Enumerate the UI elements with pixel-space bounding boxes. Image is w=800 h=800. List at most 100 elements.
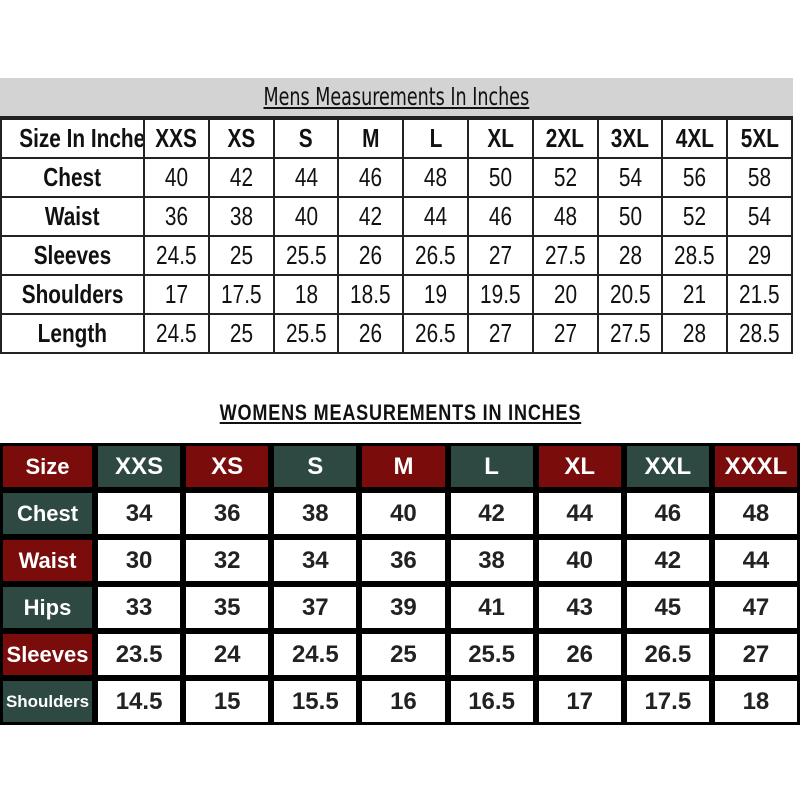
size-header: 2XL (531, 118, 599, 159)
measurement-cell: 24.5 (143, 313, 210, 354)
measurement-cell: 46 (337, 157, 405, 198)
table-row: Chest 40 42 44 46 48 50 52 54 56 58 (0, 157, 793, 198)
womens-size-chart: Size XXS XS S M L XL XXL XXXL Chest 34 36 38 40 42 44 46… (0, 443, 800, 725)
measurement-cell: 54 (596, 157, 664, 198)
measurement-cell: 48 (402, 157, 469, 198)
measurement-cell: 37 (271, 584, 360, 631)
mens-chart-title: Mens Measurements In Inches (0, 78, 793, 118)
womens-chart-title: WOMENS MEASUREMENTS IN INCHES (219, 400, 581, 425)
measurement-cell: 17.5 (623, 678, 712, 725)
measurement-cell: 46 (623, 490, 712, 537)
measurement-cell: 41 (447, 584, 536, 631)
measurement-cell: 44 (711, 537, 800, 584)
measurement-cell: 26.5 (402, 235, 469, 276)
measurement-cell: 20.5 (596, 274, 664, 315)
measurement-cell: 23.5 (95, 631, 184, 678)
measurement-cell: 28 (596, 235, 664, 276)
size-header: S (271, 443, 360, 490)
row-label: Sleeves (0, 235, 145, 276)
table-row: Chest 34 36 38 40 42 44 46 48 (0, 490, 800, 537)
measurement-cell: 52 (661, 196, 729, 237)
measurement-cell: 33 (95, 584, 184, 631)
measurement-cell: 40 (272, 196, 340, 237)
measurement-cell: 28 (661, 313, 729, 354)
row-label: Length (0, 313, 145, 354)
measurement-cell: 24.5 (143, 235, 210, 276)
table-row: Sleeves 24.5 25 25.5 26 26.5 27 27.5 28 28.5 29 (0, 235, 793, 276)
measurement-cell: 27 (466, 313, 534, 354)
measurement-cell: 26 (337, 235, 405, 276)
measurement-cell: 24 (183, 631, 272, 678)
size-header: L (447, 443, 536, 490)
row-label: Chest (0, 157, 145, 198)
measurement-cell: 24.5 (271, 631, 360, 678)
measurement-cell: 25 (207, 235, 275, 276)
measurement-cell: 54 (726, 196, 793, 237)
measurement-cell: 44 (272, 157, 340, 198)
size-header: XL (535, 443, 624, 490)
measurement-cell: 21 (661, 274, 729, 315)
measurement-cell: 28.5 (726, 313, 793, 354)
measurement-cell: 42 (623, 537, 712, 584)
measurement-cell: 40 (359, 490, 448, 537)
measurement-cell: 27.5 (531, 235, 599, 276)
measurement-cell: 35 (183, 584, 272, 631)
measurement-cell: 18 (272, 274, 340, 315)
measurement-cell: 50 (466, 157, 534, 198)
table-row: Waist 30 32 34 36 38 40 42 44 (0, 537, 800, 584)
measurement-cell: 38 (271, 490, 360, 537)
measurement-cell: 58 (726, 157, 793, 198)
table-row: Sleeves 23.5 24 24.5 25 25.5 26 26.5 27 (0, 631, 800, 678)
measurement-cell: 25 (207, 313, 275, 354)
measurement-cell: 27 (466, 235, 534, 276)
measurement-cell: 36 (183, 490, 272, 537)
measurement-cell: 27 (531, 313, 599, 354)
table-row: Waist 36 38 40 42 44 46 48 50 52 54 (0, 196, 793, 237)
measurement-cell: 38 (207, 196, 275, 237)
measurement-cell: 40 (143, 157, 210, 198)
table-row: Length 24.5 25 25.5 26 26.5 27 27 27.5 28 28.5 (0, 313, 793, 354)
measurement-cell: 17.5 (207, 274, 275, 315)
size-header: XXS (143, 118, 210, 159)
measurement-cell: 18.5 (337, 274, 405, 315)
row-label: Waist (0, 196, 145, 237)
measurement-cell: 18 (711, 678, 800, 725)
measurement-cell: 36 (359, 537, 448, 584)
measurement-cell: 44 (402, 196, 469, 237)
row-label: Shoulders (0, 678, 95, 725)
measurement-cell: 52 (531, 157, 599, 198)
measurement-cell: 16.5 (447, 678, 536, 725)
measurement-cell: 26 (535, 631, 624, 678)
measurement-cell: 42 (337, 196, 405, 237)
size-header: XS (183, 443, 272, 490)
measurement-cell: 17 (143, 274, 210, 315)
mens-table: Size In Inches XXS XS S M L XL 2XL 3XL 4XL 5XL Ches… (0, 118, 793, 354)
size-header: XL (466, 118, 534, 159)
size-header: 4XL (661, 118, 729, 159)
measurement-cell: 45 (623, 584, 712, 631)
measurement-cell: 25.5 (272, 313, 340, 354)
measurement-cell: 36 (143, 196, 210, 237)
size-header: M (337, 118, 405, 159)
measurement-cell: 29 (726, 235, 793, 276)
measurement-cell: 27.5 (596, 313, 664, 354)
measurement-cell: 48 (531, 196, 599, 237)
size-header: XXS (95, 443, 184, 490)
measurement-cell: 26 (337, 313, 405, 354)
row-label: Waist (0, 537, 95, 584)
size-header: M (359, 443, 448, 490)
header-label: Size (0, 443, 95, 490)
measurement-cell: 21.5 (726, 274, 793, 315)
size-header: S (272, 118, 340, 159)
measurement-cell: 17 (535, 678, 624, 725)
measurement-cell: 40 (535, 537, 624, 584)
measurement-cell: 26.5 (623, 631, 712, 678)
size-header: L (402, 118, 469, 159)
row-label: Chest (0, 490, 95, 537)
womens-table: Size XXS XS S M L XL XXL XXXL Chest 34 36 38 40 42 44 46… (0, 443, 800, 725)
size-header: XXXL (711, 443, 800, 490)
measurement-cell: 43 (535, 584, 624, 631)
measurement-cell: 25.5 (447, 631, 536, 678)
header-label: Size In Inches (0, 118, 145, 159)
measurement-cell: 38 (447, 537, 536, 584)
